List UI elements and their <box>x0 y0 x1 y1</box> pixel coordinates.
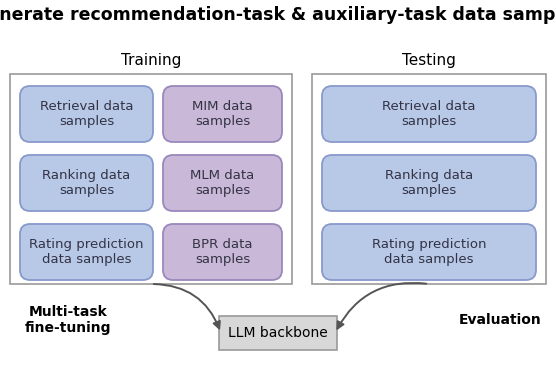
FancyBboxPatch shape <box>20 155 153 211</box>
Text: Ranking data
samples: Ranking data samples <box>385 169 473 197</box>
Text: MIM data
samples: MIM data samples <box>192 100 253 128</box>
FancyBboxPatch shape <box>163 224 282 280</box>
Text: Generate recommendation-task & auxiliary-task data samples: Generate recommendation-task & auxiliary… <box>0 6 556 24</box>
FancyBboxPatch shape <box>20 86 153 142</box>
Text: BPR data
samples: BPR data samples <box>192 238 253 266</box>
Text: Multi-task
fine-tuning: Multi-task fine-tuning <box>25 305 111 335</box>
Text: Evaluation: Evaluation <box>459 313 542 327</box>
FancyBboxPatch shape <box>163 155 282 211</box>
FancyBboxPatch shape <box>163 86 282 142</box>
FancyBboxPatch shape <box>322 224 536 280</box>
Text: LLM backbone: LLM backbone <box>228 326 328 340</box>
Text: Retrieval data
samples: Retrieval data samples <box>39 100 133 128</box>
Bar <box>219 316 337 350</box>
Text: Testing: Testing <box>402 52 456 67</box>
FancyBboxPatch shape <box>20 224 153 280</box>
FancyBboxPatch shape <box>322 155 536 211</box>
Text: Ranking data
samples: Ranking data samples <box>42 169 131 197</box>
Text: MLM data
samples: MLM data samples <box>190 169 255 197</box>
Text: Training: Training <box>121 52 181 67</box>
Text: Retrieval data
samples: Retrieval data samples <box>383 100 476 128</box>
Text: Rating prediction
data samples: Rating prediction data samples <box>372 238 486 266</box>
FancyBboxPatch shape <box>322 86 536 142</box>
Bar <box>312 74 546 284</box>
Bar <box>10 74 292 284</box>
Text: Rating prediction
data samples: Rating prediction data samples <box>29 238 144 266</box>
